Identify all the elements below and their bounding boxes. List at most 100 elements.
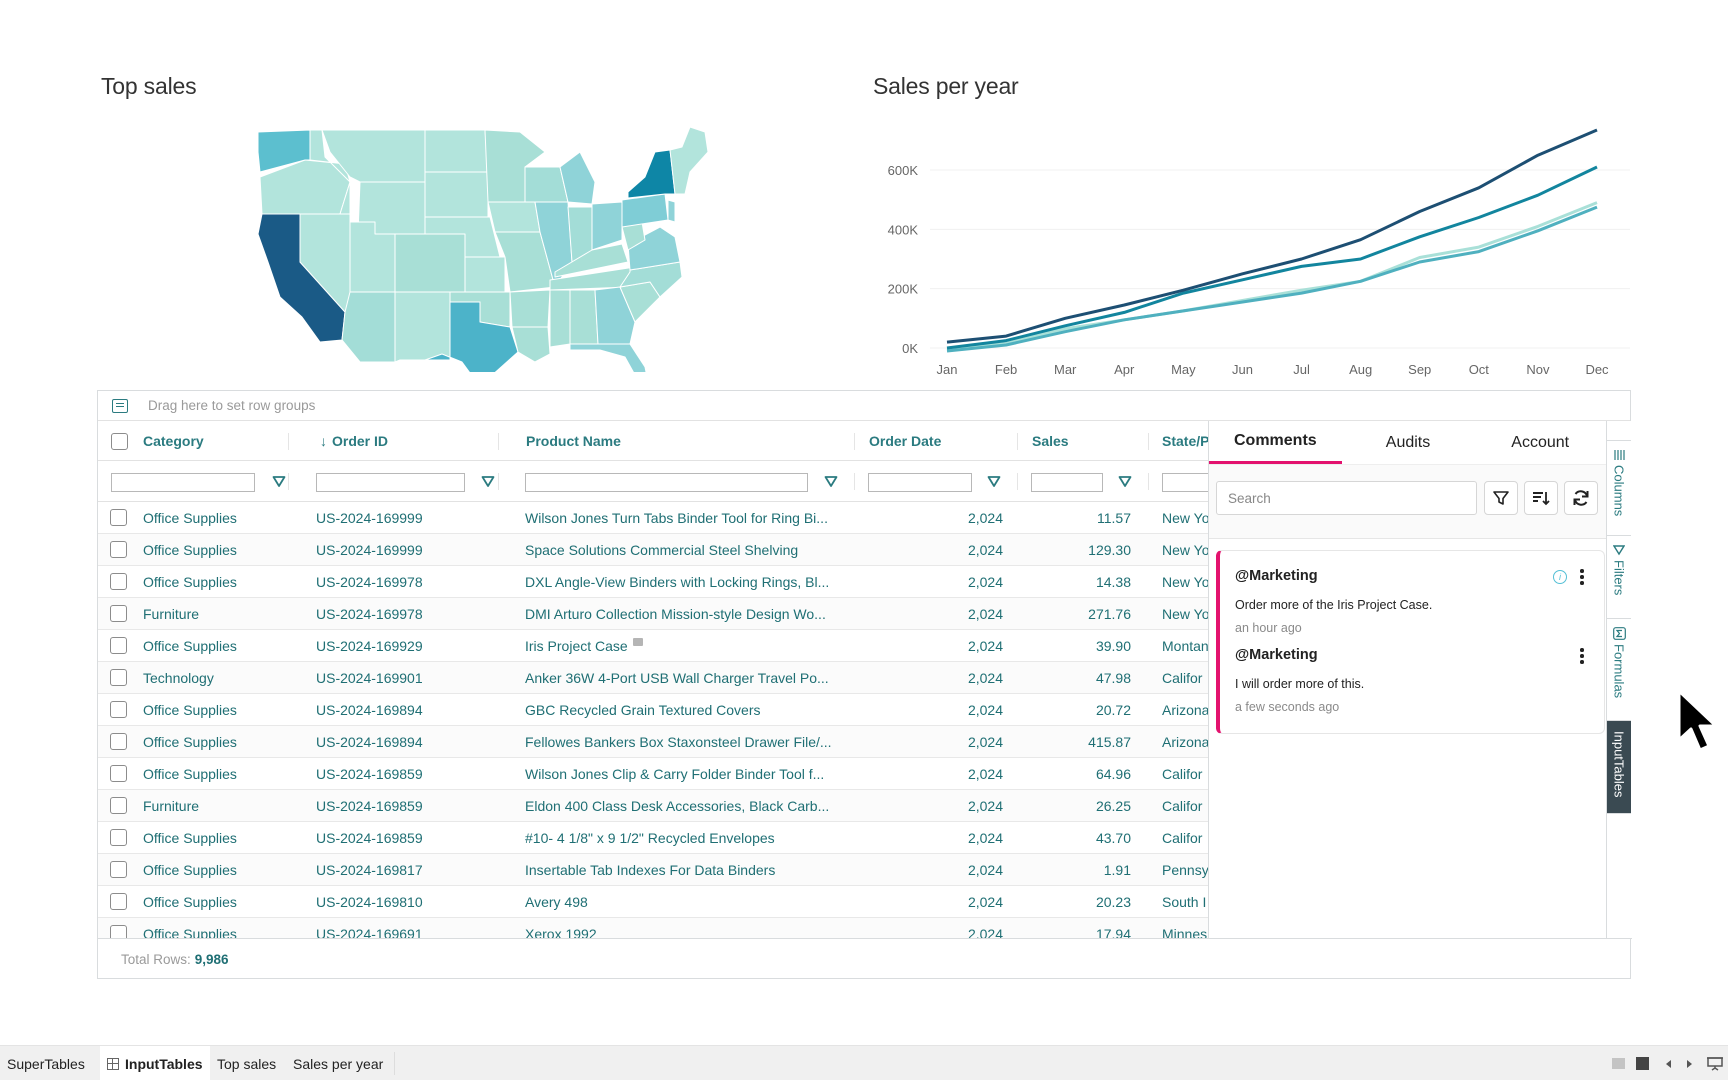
table-row[interactable]: Office Supplies US-2024-169929 Iris Projec… xyxy=(98,630,1208,662)
cell-sales[interactable]: 271.76 xyxy=(1088,605,1131,622)
cell-order-date[interactable]: 2,024 xyxy=(967,925,1003,939)
table-row[interactable]: Office Supplies US-2024-169978 DXL Angle-V… xyxy=(98,566,1208,598)
cell-sales[interactable]: 415.87 xyxy=(1088,733,1131,750)
cell-order-date[interactable]: 2,024 xyxy=(967,669,1003,686)
cell-sales[interactable]: 47.98 xyxy=(1095,669,1131,686)
row-checkbox[interactable] xyxy=(110,669,127,686)
cell-order-id[interactable]: US-2024-169691 xyxy=(316,925,423,939)
filter-input-category[interactable] xyxy=(111,473,255,492)
cell-order-date[interactable]: 2,024 xyxy=(967,509,1003,526)
map-state-texas[interactable] xyxy=(399,301,519,372)
cell-category[interactable]: Office Supplies xyxy=(143,701,237,718)
sales-line-chart[interactable]: 0K 200K 400K 600K Jan Feb Mar Apr May Jun Jul Aug Se… xyxy=(860,110,1640,390)
cell-state[interactable]: New Yo xyxy=(1162,605,1208,622)
cell-category[interactable]: Office Supplies xyxy=(143,861,237,878)
map-state-kentucky[interactable] xyxy=(554,243,629,278)
cell-state[interactable]: New Yo xyxy=(1162,509,1208,526)
column-header-order-id[interactable]: ↓ Order ID xyxy=(320,433,389,449)
row-checkbox[interactable] xyxy=(110,509,127,526)
column-header-order-date[interactable]: Order Date xyxy=(869,433,942,449)
table-row[interactable]: Office Supplies US-2024-169817 Insertable … xyxy=(98,854,1208,886)
map-state-arizona[interactable] xyxy=(341,291,396,363)
cell-sales[interactable]: 14.38 xyxy=(1095,573,1131,590)
cell-product-name[interactable]: Insertable Tab Indexes For Data Binders xyxy=(525,861,776,878)
cell-order-id[interactable]: US-2024-169999 xyxy=(316,541,423,558)
cell-order-id[interactable]: US-2024-169978 xyxy=(316,605,423,622)
cell-order-id[interactable]: US-2024-169901 xyxy=(316,669,423,686)
row-checkbox[interactable] xyxy=(110,605,127,622)
map-state-north-carolina[interactable] xyxy=(619,261,683,298)
cell-order-date[interactable]: 2,024 xyxy=(967,765,1003,782)
column-header-state[interactable]: State/P xyxy=(1162,433,1208,449)
table-row[interactable]: Office Supplies US-2024-169859 Wilson Jone… xyxy=(98,758,1208,790)
series-line-series-4[interactable] xyxy=(946,201,1598,351)
map-state-kansas[interactable] xyxy=(464,256,506,293)
filter-icon[interactable] xyxy=(1118,475,1132,488)
cell-category[interactable]: Office Supplies xyxy=(143,637,237,654)
cell-order-id[interactable]: US-2024-169859 xyxy=(316,797,423,814)
cell-category[interactable]: Office Supplies xyxy=(143,925,237,939)
cell-order-date[interactable]: 2,024 xyxy=(967,701,1003,718)
map-state-north-dakota[interactable] xyxy=(424,129,489,173)
row-checkbox[interactable] xyxy=(110,765,127,782)
row-checkbox[interactable] xyxy=(110,637,127,654)
map-state-new-york[interactable] xyxy=(627,149,676,199)
cell-order-date[interactable]: 2,024 xyxy=(967,893,1003,910)
series-line-series-1[interactable] xyxy=(946,128,1598,344)
table-row[interactable]: Office Supplies US-2024-169859 #10- 4 1/8"… xyxy=(98,822,1208,854)
cell-product-name[interactable]: DMI Arturo Collection Mission-style Desi… xyxy=(525,605,826,622)
filter-input-state[interactable] xyxy=(1162,473,1208,492)
cell-order-date[interactable]: 2,024 xyxy=(967,829,1003,846)
cell-state[interactable]: New Yo xyxy=(1162,573,1208,590)
table-row[interactable]: Furniture US-2024-169859 Eldon 400 Class D… xyxy=(98,790,1208,822)
cell-sales[interactable]: 20.72 xyxy=(1095,701,1131,718)
cell-sales[interactable]: 17.94 xyxy=(1095,925,1131,939)
sheet-tab-supertables[interactable]: SuperTables xyxy=(7,1055,85,1072)
map-state-pennsylvania[interactable] xyxy=(621,193,669,228)
cell-order-id[interactable]: US-2024-169894 xyxy=(316,701,423,718)
row-checkbox[interactable] xyxy=(110,701,127,718)
cell-state[interactable]: Arizona xyxy=(1162,701,1208,718)
select-all-checkbox[interactable] xyxy=(111,421,128,461)
cell-sales[interactable]: 39.90 xyxy=(1095,637,1131,654)
cell-category[interactable]: Office Supplies xyxy=(143,541,237,558)
cell-product-name[interactable]: Iris Project Case xyxy=(525,630,855,661)
cell-product-name[interactable]: Fellowes Bankers Box Staxonsteel Drawer … xyxy=(525,733,832,750)
tab-audits[interactable]: Audits xyxy=(1385,433,1431,451)
cell-order-date[interactable]: 2,024 xyxy=(967,637,1003,654)
cell-sales[interactable]: 1.91 xyxy=(1103,861,1131,878)
cell-order-id[interactable]: US-2024-169978 xyxy=(316,573,423,590)
map-state-new-mexico[interactable] xyxy=(394,291,451,363)
table-row[interactable]: Office Supplies US-2024-169894 Fellowes Ba… xyxy=(98,726,1208,758)
cell-product-name[interactable]: Wilson Jones Clip & Carry Folder Binder … xyxy=(525,765,825,782)
cell-category[interactable]: Office Supplies xyxy=(143,573,237,590)
filter-input-product-name[interactable] xyxy=(525,473,808,492)
cell-state[interactable]: New Yo xyxy=(1162,541,1208,558)
cell-state[interactable]: Arizona xyxy=(1162,733,1208,750)
comment-indicator-icon[interactable] xyxy=(632,637,643,646)
cell-product-name[interactable]: Xerox 1992 xyxy=(525,925,597,939)
tab-account[interactable]: Account xyxy=(1511,433,1570,451)
cell-sales[interactable]: 43.70 xyxy=(1095,829,1131,846)
side-tab-filters[interactable]: Filters xyxy=(1607,536,1631,619)
cell-order-date[interactable]: 2,024 xyxy=(967,797,1003,814)
comments-sort-button[interactable] xyxy=(1524,481,1558,515)
cell-category[interactable]: Office Supplies xyxy=(143,509,237,526)
row-checkbox[interactable] xyxy=(110,541,127,558)
cell-order-date[interactable]: 2,024 xyxy=(967,733,1003,750)
cell-category[interactable]: Office Supplies xyxy=(143,829,237,846)
table-row[interactable]: Technology US-2024-169901 Anker 36W 4-Port… xyxy=(98,662,1208,694)
cell-order-date[interactable]: 2,024 xyxy=(967,605,1003,622)
map-state-arkansas[interactable] xyxy=(509,289,551,328)
side-tab-inputtables[interactable]: InputTables xyxy=(1607,721,1631,814)
view-single-icon[interactable] xyxy=(1636,1046,1649,1081)
column-header-product-name[interactable]: Product Name xyxy=(526,433,621,449)
sheet-tab-top-sales[interactable]: Top sales xyxy=(217,1055,277,1072)
cell-product-name[interactable]: DXL Angle-View Binders with Locking Ring… xyxy=(525,573,830,590)
cell-state[interactable]: Califor xyxy=(1162,669,1203,686)
cell-product-name[interactable]: Space Solutions Commercial Steel Shelvin… xyxy=(525,541,799,558)
filter-icon[interactable] xyxy=(824,475,838,488)
series-line-series-3[interactable] xyxy=(946,205,1598,353)
table-row[interactable]: Office Supplies US-2024-169999 Space Solut… xyxy=(98,534,1208,566)
previous-sheet-icon[interactable] xyxy=(1664,1046,1672,1081)
